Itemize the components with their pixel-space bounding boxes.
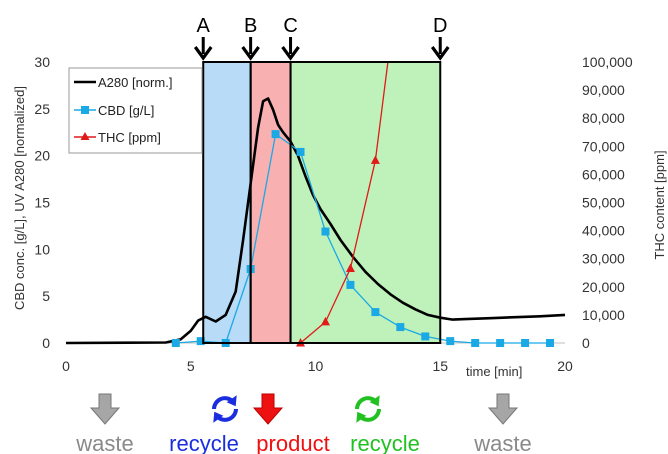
- cbd-point: [171, 339, 180, 347]
- region-border-2: [289, 61, 442, 344]
- thc-point: [345, 263, 355, 273]
- y-right-tick-label: 40,000: [582, 223, 625, 239]
- legend-entry-thc: THC [ppm]: [98, 130, 161, 145]
- fraction-label-2: product: [256, 431, 329, 454]
- fraction-regions: [203, 62, 441, 343]
- y-right-tick-label: 30,000: [582, 251, 625, 267]
- cbd-point: [196, 337, 205, 346]
- recycle-head-bottom: [356, 411, 367, 423]
- y-right-tick-label: 20,000: [582, 279, 625, 295]
- thc-point: [370, 155, 380, 164]
- recycle-icon: [355, 395, 381, 423]
- y-axis-left-label: CBD conc. [g/L], UV A280 [normalized]: [12, 86, 27, 310]
- x-tick-label: 20: [557, 358, 573, 374]
- fraction-label-1: recycle: [169, 431, 239, 454]
- fraction-label-0: waste: [75, 431, 133, 454]
- down-arrow-icon: [252, 393, 284, 425]
- y-left-tick-label: 20: [34, 148, 50, 164]
- marker-label-c: C: [283, 15, 297, 37]
- y-right-tick-label: 70,000: [582, 138, 625, 154]
- cbd-point: [346, 280, 355, 289]
- y-left-tick-label: 25: [34, 101, 50, 117]
- y-right-tick-label: 50,000: [582, 195, 625, 211]
- marker-label-a: A: [197, 15, 211, 37]
- recycle-head-top: [369, 395, 380, 407]
- y-axis-right-label: THC content [ppm]: [652, 150, 667, 259]
- cbd-point: [496, 339, 505, 347]
- legend: A280 [norm.] CBD [g/L] THC [ppm]: [68, 67, 203, 154]
- cbd-point: [296, 147, 305, 156]
- cut-markers: A B C D: [193, 15, 450, 344]
- cbd-point: [521, 339, 530, 347]
- y-right-tick-label: 60,000: [582, 166, 625, 182]
- legend-entry-a280: A280 [norm.]: [98, 75, 172, 90]
- y-left-tick-label: 0: [42, 335, 50, 351]
- marker-arrow-head: [241, 46, 260, 61]
- x-tick-label: 0: [62, 358, 70, 374]
- y-left-tick-label: 5: [42, 288, 50, 304]
- cbd-point: [446, 337, 455, 346]
- marker-arrow-head: [193, 46, 213, 61]
- legend-swatch-thc: [80, 132, 90, 140]
- legend-swatch-cbd: [81, 106, 89, 114]
- x-axis-label: time [min]: [466, 364, 522, 379]
- recycle-head-bottom: [213, 411, 224, 423]
- cbd-point: [471, 339, 480, 347]
- cbd-point: [371, 308, 380, 317]
- fraction-label-3: recycle: [350, 431, 420, 454]
- x-tick-label: 5: [187, 358, 195, 374]
- down-arrow-icon: [487, 393, 519, 425]
- x-tick-label: 15: [432, 358, 448, 374]
- region-0: [203, 62, 251, 343]
- cbd-point: [271, 130, 280, 139]
- cbd-point: [421, 332, 430, 341]
- cbd-point: [321, 227, 330, 236]
- y-left-tick-label: 15: [34, 195, 50, 211]
- legend-entry-cbd: CBD [g/L]: [98, 103, 154, 118]
- cbd-point: [546, 339, 555, 347]
- y-left-tick-label: 30: [34, 54, 50, 70]
- y-right-tick-label: 10,000: [582, 307, 625, 323]
- y-left-tick-label: 10: [34, 241, 50, 257]
- thc-point: [320, 316, 330, 326]
- y-right-tick-label: 90,000: [582, 82, 625, 98]
- down-arrow-icon: [89, 393, 121, 425]
- recycle-icon: [212, 395, 238, 423]
- region-1: [250, 62, 291, 343]
- y-right-tick-label: 80,000: [582, 110, 625, 126]
- fraction-label-4: waste: [473, 431, 531, 454]
- cbd-point: [396, 323, 405, 332]
- cbd-line: [175, 133, 550, 344]
- recycle-head-top: [226, 395, 237, 407]
- fraction-destinations: waste recycle product recycle waste: [75, 393, 532, 454]
- y-right-tick-label: 100,000: [582, 54, 633, 70]
- axis-labels: time [min] CBD conc. [g/L], UV A280 [nor…: [12, 86, 667, 379]
- marker-label-d: D: [433, 15, 447, 37]
- y-right-tick-label: 0: [582, 335, 590, 351]
- x-tick-label: 10: [308, 358, 324, 374]
- marker-arrow-head: [281, 46, 300, 61]
- marker-arrow-head: [430, 46, 450, 61]
- marker-label-b: B: [244, 15, 257, 37]
- tick-labels: 0 5 10 15 20 25 30 0 10,000 20,000 30,000 40,000 50,…: [34, 54, 632, 374]
